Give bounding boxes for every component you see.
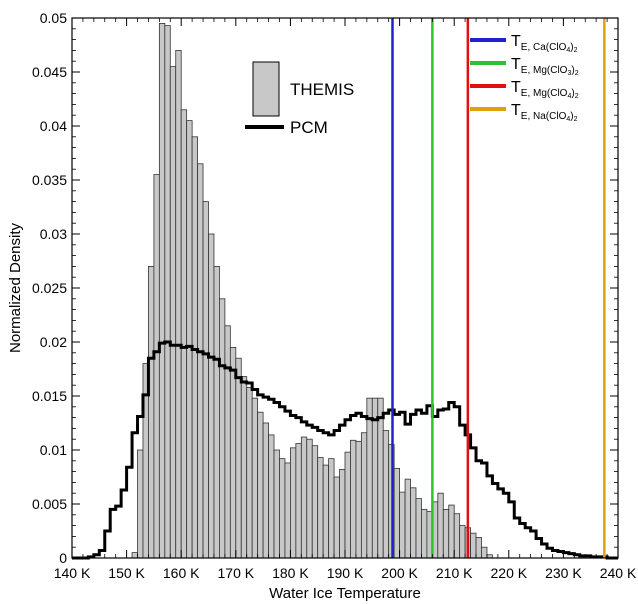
x-tick-label: 210 K [436, 565, 473, 581]
themis-bar [257, 411, 264, 559]
themis-bar [311, 445, 319, 559]
themis-bar [333, 476, 340, 559]
x-tick-label: 200 K [381, 565, 418, 581]
legend-pcm-label: PCM [290, 118, 328, 137]
themis-bar [148, 265, 155, 559]
themis-bar [169, 66, 177, 559]
legend-themis-label: THEMIS [290, 80, 354, 99]
y-tick-label: 0 [59, 550, 67, 566]
y-tick-label: 0.005 [32, 496, 67, 512]
legend-eutectic-label: TE, Mg(ClO4)2 [511, 79, 579, 100]
x-tick-label: 160 K [163, 565, 200, 581]
y-tick-label: 0.015 [32, 388, 67, 404]
themis-bar [202, 201, 209, 559]
themis-bar [153, 174, 160, 559]
themis-bar [344, 451, 351, 559]
themis-histogram [131, 22, 493, 559]
themis-bar [448, 504, 455, 559]
themis-bar [404, 478, 411, 559]
themis-bar [175, 50, 182, 559]
legend-eutectic-label: TE, Ca(ClO4)2 [511, 33, 578, 54]
x-tick-label: 170 K [218, 565, 255, 581]
themis-bar [284, 462, 291, 559]
themis-bar [366, 397, 373, 559]
themis-bar [251, 397, 259, 559]
x-axis-label: Water Ice Temperature [269, 585, 421, 602]
themis-bar [137, 449, 144, 559]
themis-bar [224, 325, 231, 559]
y-tick-label: 0.01 [40, 442, 67, 458]
themis-bar [306, 438, 313, 559]
x-tick-label: 140 K [54, 565, 91, 581]
themis-bar [317, 457, 324, 559]
y-tick-label: 0.05 [40, 10, 67, 26]
themis-bar [262, 422, 269, 559]
themis-bar [273, 449, 280, 559]
themis-bar [295, 443, 302, 559]
themis-bar [164, 25, 171, 559]
themis-bar [355, 440, 362, 559]
themis-bar [421, 508, 428, 559]
y-tick-label: 0.03 [40, 226, 67, 242]
themis-bar [437, 492, 444, 559]
themis-bar [246, 386, 253, 559]
themis-bar [393, 467, 401, 559]
themis-bar [442, 508, 450, 559]
themis-bar [235, 357, 242, 559]
themis-bar [350, 439, 357, 559]
themis-bar [180, 109, 188, 559]
x-tick-label: 240 K [600, 565, 637, 581]
themis-bar [268, 434, 275, 559]
y-tick-label: 0.02 [40, 334, 67, 350]
themis-bar [475, 537, 482, 559]
themis-bar [382, 430, 390, 559]
themis-bar [415, 498, 422, 559]
themis-bar [279, 458, 286, 559]
themis-bar [339, 469, 346, 559]
themis-bar [186, 120, 193, 559]
themis-bar [328, 458, 335, 559]
themis-bar [289, 447, 297, 559]
themis-bar [158, 22, 166, 559]
themis-bar [371, 397, 379, 559]
y-tick-label: 0.025 [32, 280, 67, 296]
x-axis: 140 K 150 K 160 K 170 K 180 K 190 K 200 K 210 K… [54, 18, 637, 581]
y-tick-label: 0.045 [32, 64, 67, 80]
themis-bar [459, 525, 466, 559]
themis-bar [481, 546, 488, 559]
themis-bar [131, 552, 138, 559]
themis-bar [322, 464, 330, 559]
x-tick-label: 180 K [272, 565, 309, 581]
x-tick-label: 230 K [545, 565, 582, 581]
eutectic-lines [391, 18, 606, 558]
y-tick-label: 0.04 [40, 118, 67, 134]
legend-main: THEMIS PCM [245, 61, 354, 137]
themis-bar [410, 487, 417, 559]
y-axis: 0 0.005 0.01 0.015 0.02 0.025 0.03 0.035 0.04 0.0… [32, 10, 618, 566]
legend-themis-swatch [252, 61, 280, 117]
themis-bar [219, 298, 226, 559]
themis-bar [399, 491, 406, 559]
legend-eutectic: TE, Ca(ClO4)2TE, Mg(ClO3)2TE, Mg(ClO4)2T… [470, 33, 579, 123]
themis-bar [240, 376, 248, 559]
themis-bar [208, 233, 215, 559]
themis-bar [197, 163, 204, 559]
x-tick-label: 150 K [108, 565, 145, 581]
x-tick-label: 220 K [491, 565, 528, 581]
themis-bar [300, 436, 308, 559]
legend-eutectic-label: TE, Na(ClO4)2 [511, 102, 578, 123]
pcm-histogram-line [72, 340, 618, 560]
x-tick-label: 190 K [327, 565, 364, 581]
themis-bar [453, 513, 461, 559]
themis-bar [360, 432, 368, 559]
y-tick-label: 0.035 [32, 172, 67, 188]
legend-eutectic-label: TE, Mg(ClO3)2 [511, 56, 579, 77]
y-axis-label: Normalized Density [7, 222, 24, 353]
themis-bar [470, 532, 477, 559]
themis-bar [213, 265, 220, 559]
themis-bar [377, 397, 384, 559]
